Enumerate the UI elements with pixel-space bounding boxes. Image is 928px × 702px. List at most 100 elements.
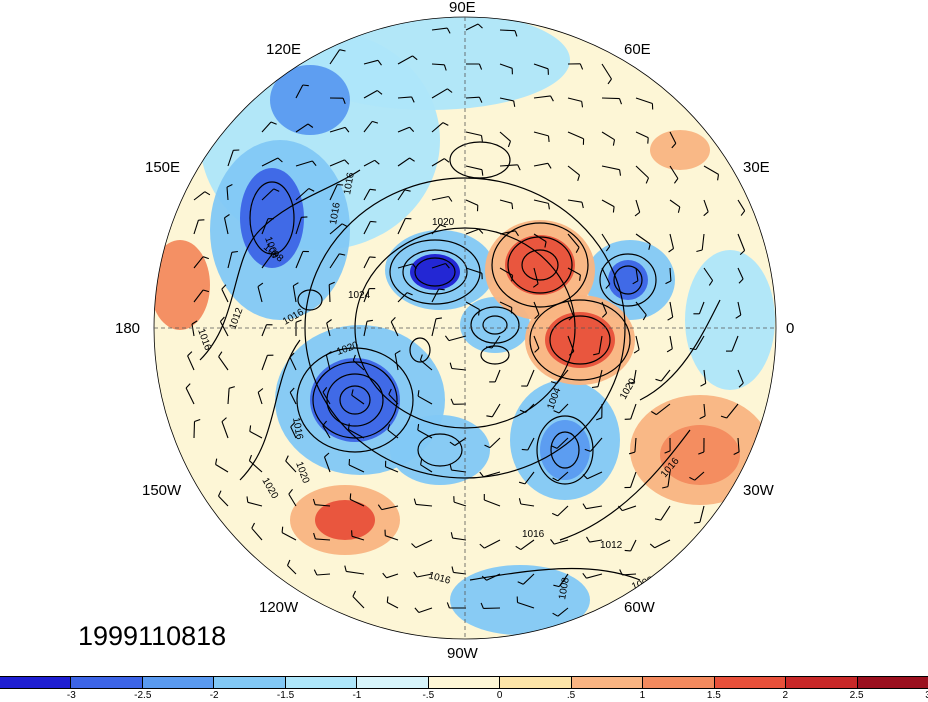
wind-barb — [635, 131, 649, 139]
wind-barb — [363, 159, 375, 167]
wind-barb — [465, 228, 480, 235]
wind-barb-flag — [442, 122, 449, 126]
wind-barb — [703, 199, 709, 212]
wind-barb-flag — [586, 536, 591, 543]
wind-barb — [261, 253, 273, 269]
wind-barb — [465, 301, 480, 310]
wind-barb-flag — [420, 458, 423, 465]
wind-barb — [363, 189, 371, 201]
wind-barb — [669, 267, 672, 282]
lon-label-120w: 120W — [259, 599, 299, 616]
wind-barb-flag — [517, 581, 524, 585]
wind-barb-flag — [219, 316, 225, 322]
wind-barb-flag — [191, 320, 198, 325]
colorbar-swatch — [856, 677, 928, 688]
wind-barb — [348, 464, 365, 473]
wind-barb — [520, 539, 535, 551]
wind-barb-flag — [322, 420, 328, 427]
wind-barb-flag — [478, 63, 483, 70]
wind-barb — [390, 321, 399, 337]
wind-barb — [285, 460, 297, 473]
wind-barb-flag — [313, 532, 316, 540]
wind-barb-flag — [281, 526, 284, 533]
wind-barb — [261, 157, 279, 167]
wind-barb-flag — [513, 100, 516, 107]
wind-barb — [431, 63, 445, 66]
wind-barb-flag — [449, 362, 453, 369]
wind-barb — [431, 318, 437, 337]
colorbar — [0, 676, 928, 689]
wind-barb-flag — [740, 210, 746, 216]
wind-barb-flag — [568, 315, 574, 321]
wind-barb — [601, 301, 608, 314]
colorbar-labels: -3 -2.5 -2 -1.5 -1 -.5 0 .5 1 1.5 2 2.5 3 — [0, 690, 928, 702]
wind-barb-flag — [735, 314, 742, 319]
wind-barb — [558, 403, 569, 414]
wind-barb — [452, 537, 467, 541]
wind-barb — [635, 335, 640, 350]
wind-barb — [453, 501, 467, 507]
wind-barb-flag — [386, 596, 389, 603]
wind-barb-flag — [698, 451, 705, 455]
wind-barb — [731, 335, 739, 352]
wind-barb-flag — [215, 458, 218, 465]
wind-barb-flag — [411, 543, 417, 548]
wind-barb-flag — [409, 126, 415, 132]
wind-barb-flag — [596, 417, 602, 421]
lon-label-120e: 120E — [266, 41, 302, 58]
colorbar-swatch — [570, 677, 643, 688]
wind-barb — [281, 532, 297, 541]
wind-barb-flag — [443, 64, 447, 71]
wind-barb-flag — [324, 452, 330, 458]
wind-barb — [484, 539, 501, 549]
wind-barb-flag — [295, 319, 302, 323]
wind-barb-flag — [448, 196, 453, 202]
contour-label: 1016 — [328, 201, 343, 225]
wind-barb-flag — [518, 481, 526, 485]
wind-barb — [397, 55, 413, 65]
wind-barb — [394, 353, 399, 371]
wind-barb — [465, 199, 479, 206]
contour-label: 1016 — [290, 417, 305, 441]
wind-barb-flag — [326, 351, 332, 356]
wind-barb — [349, 498, 365, 507]
wind-barb — [261, 324, 268, 337]
wind-barb-flag — [696, 249, 703, 253]
wind-barb — [363, 321, 368, 337]
wind-barb-flag — [202, 289, 210, 293]
wind-barb — [669, 233, 675, 249]
wind-barb-flag — [444, 335, 450, 341]
wind-barb — [381, 505, 399, 511]
wind-barb — [499, 267, 513, 276]
wind-barb-flag — [511, 275, 514, 282]
wind-barb-flag — [251, 522, 255, 529]
wind-barb — [363, 90, 378, 99]
wind-barb-flag — [700, 382, 706, 387]
wind-barb — [431, 224, 441, 235]
wind-barb — [695, 335, 705, 350]
wind-barb — [329, 253, 340, 269]
wind-barb — [218, 356, 229, 371]
lon-label-0: 0 — [786, 320, 795, 337]
wind-barb-flag — [703, 211, 709, 217]
wind-barb-flag — [372, 120, 379, 124]
wind-barb — [703, 267, 714, 281]
lon-label-180: 180 — [115, 320, 141, 337]
wind-barb — [416, 573, 433, 578]
wind-barb-flag — [394, 350, 401, 355]
wind-barb — [533, 233, 547, 243]
wind-barb — [223, 217, 229, 235]
wind-barb — [567, 97, 582, 102]
wind-barb-flag — [409, 157, 415, 162]
wind-barb-flag — [738, 382, 744, 388]
wind-barb — [249, 430, 263, 439]
wind-barb-flag — [581, 202, 584, 209]
wind-barb-flag — [633, 349, 640, 354]
wind-barb — [290, 426, 297, 439]
wind-barb-flag — [733, 451, 740, 455]
wind-barb-flag — [313, 569, 318, 576]
wind-barb-flag — [404, 189, 411, 192]
wind-barb-flag — [655, 378, 662, 382]
wind-barb — [287, 565, 297, 575]
wind-barb — [533, 131, 549, 137]
